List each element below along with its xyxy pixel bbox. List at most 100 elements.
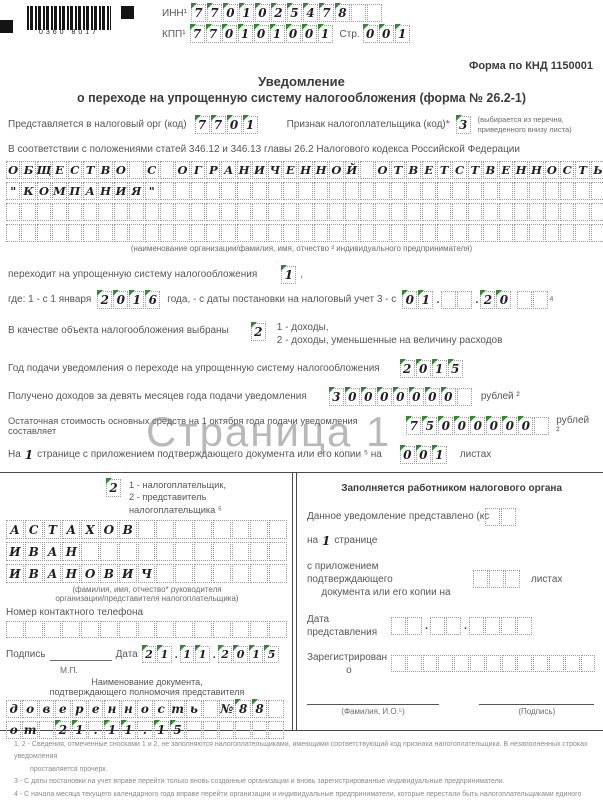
footnote-line: 4 - С начала месяца текущего календарног… <box>14 790 582 798</box>
signer-code-line: 2 1 - налогоплательщик, 2 - представител… <box>106 477 288 517</box>
registration-mark-icon <box>0 20 13 33</box>
mp-label: М.П. <box>60 665 78 676</box>
sign-date-label: Дата <box>115 649 138 661</box>
taxpayer-attribute-label: Признак налогоплательщика (код)* <box>286 119 450 131</box>
submission-date-line: Дата представления . . <box>307 613 596 639</box>
transition-hint-mid: года, - с даты постановки на налоговый у… <box>167 294 397 305</box>
date-dot: . <box>475 293 479 306</box>
inspector-pages-line: на 1 странице <box>307 534 596 548</box>
tax-object-option-1: 1 - доходы, <box>276 321 329 333</box>
footnote-mark-4: 4 <box>549 296 554 303</box>
signer-caption-2: организации/представителя налогоплательщ… <box>55 594 239 604</box>
income-line: Получено доходов за девять месяцев года … <box>0 386 603 406</box>
registered-number-field <box>390 655 596 672</box>
page-title: Уведомление <box>258 74 345 89</box>
registered-label: Зарегистрирован о <box>307 651 391 677</box>
barcode-digits: 0360 8017 <box>38 29 100 36</box>
registered-label-2: о <box>346 664 352 676</box>
registration-month-field <box>441 290 473 309</box>
submission-date-label: Дата представления <box>307 613 391 639</box>
org-name-row-4 <box>0 223 603 242</box>
tax-object-options: 1 - доходы, 2 - доходы, уменьшенные на в… <box>277 321 503 348</box>
page-subtitle: о переходе на упрощенную систему налогоо… <box>76 91 527 105</box>
footnote-line: проставляется прочерк. <box>30 765 108 773</box>
taxpayer-attribute-field: 3 <box>455 114 472 134</box>
inspector-sheets-field <box>472 570 521 588</box>
signer-code-field: 2 <box>106 477 122 497</box>
submission-date-month-field <box>430 616 462 635</box>
residual-line: Остаточная стоимость основных средств на… <box>0 415 603 437</box>
page-number-label: Стр. <box>339 28 360 40</box>
date-dot: . <box>212 648 216 661</box>
transition-comma: , <box>300 269 304 280</box>
phone-field <box>6 621 288 639</box>
taxpayer-attribute-note: (выбирается из перечня, приведенного вни… <box>478 115 572 135</box>
inspector-title: Заполняется работником налогового органа <box>341 482 563 494</box>
kpp-label: КПП¹ <box>162 28 186 40</box>
transition-line: переходит на упрощенную систему налогооб… <box>0 264 603 284</box>
income-label: Получено доходов за девять месяцев года … <box>8 391 307 402</box>
presented-label: Данное уведомление представлено (кс <box>306 511 490 522</box>
signer-option-2: 2 - представитель налогоплательщика ⁵ <box>129 492 222 515</box>
residual-label: Остаточная стоимость основных средств на… <box>8 415 358 436</box>
submission-year-label: Год подачи уведомления о переходе на упр… <box>8 363 380 374</box>
inspector-attach-suffix: листах <box>530 573 563 585</box>
attachment-mid: странице с приложением подтверждающего д… <box>37 449 382 460</box>
legal-basis-line: В соответствии с положениями статей 346.… <box>0 144 603 155</box>
org-name-row-3 <box>0 202 603 221</box>
page-watermark: Страница 1 <box>146 408 392 455</box>
footnotes: 1, 2 - Сведения, отмеченные сносками 1 и… <box>0 731 603 801</box>
signer-caption-1: (фамилия, имя, отчество* руководителя <box>72 585 222 595</box>
date-dot: . <box>464 619 468 632</box>
date-dot: . <box>436 293 440 306</box>
attribute-note-line2: приведенного внизу листа) <box>477 124 572 134</box>
org-name-row-2: " К О М П А Н И Я " <box>0 181 603 200</box>
submission-date-label-2: представления <box>306 626 378 638</box>
legal-basis-text: В соответствии с положениями статей 346.… <box>8 143 520 155</box>
tax-authority-label: Представляется в налоговый орг (код) <box>8 119 187 131</box>
signer-options: 1 - налогоплательщик, 2 - представитель … <box>129 479 288 517</box>
attachment-prefix: На <box>8 449 21 460</box>
doc-caption-2: подтверждающего полномочия представителя <box>49 687 245 698</box>
signature-label: Подпись <box>6 649 46 661</box>
residual-suffix: рублей ² <box>556 414 590 437</box>
inspector-pages-suffix: странице <box>334 535 378 546</box>
inspector-pages-prefix: на <box>306 535 319 546</box>
attachment-line: На 1 странице с приложением подтверждающ… <box>0 444 603 464</box>
transition-label: переходит на упрощенную систему налогооб… <box>8 269 258 280</box>
tax-object-line: В качестве объекта налогообложения выбра… <box>0 321 603 348</box>
inspector-signature-lines: (Фамилия, И.О.⁵) (Подпись) <box>306 703 595 716</box>
barcode: 0360 8017 <box>27 6 111 36</box>
presented-code-field <box>485 507 517 526</box>
transition-code-field: 1 <box>281 264 297 284</box>
signer-option-1: 1 - налогоплательщик, <box>129 479 226 490</box>
inspector-attach-label-1: с приложением подтверждающего <box>306 560 393 585</box>
inspector-attach-line: с приложением подтверждающего документа … <box>307 560 596 599</box>
presented-line: Данное уведомление представлено (кс <box>306 507 596 526</box>
income-suffix: рублей ² <box>480 391 520 402</box>
submission-date-label-1: Дата <box>306 613 330 625</box>
footnote-line: 3 - С даты постановки на учет вправе пер… <box>14 778 505 786</box>
registration-year-tail-field <box>517 290 549 309</box>
submission-year-line: Год подачи уведомления о переходе на упр… <box>0 358 603 378</box>
submission-date-year-field <box>469 616 533 635</box>
